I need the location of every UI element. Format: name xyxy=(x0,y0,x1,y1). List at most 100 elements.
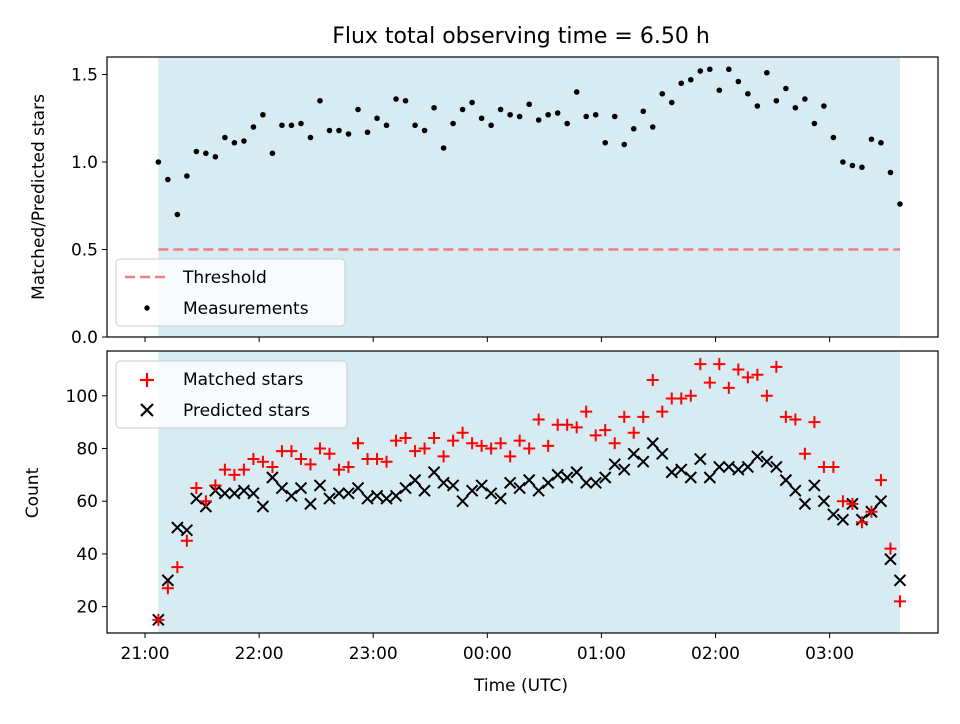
measurement-point xyxy=(849,162,856,169)
matched-point xyxy=(855,516,868,529)
legend-matched-label: Matched stars xyxy=(183,370,303,390)
chart-title: Flux total observing time = 6.50 h xyxy=(332,24,710,49)
measurement-point xyxy=(754,103,761,109)
measurement-point xyxy=(431,104,437,111)
predicted-point xyxy=(418,484,431,497)
matched-point xyxy=(722,381,735,394)
predicted-point xyxy=(294,481,308,495)
matched-point xyxy=(237,463,250,476)
matched-point xyxy=(418,442,431,455)
matched-point xyxy=(152,613,165,626)
matched-point xyxy=(798,447,811,460)
predicted-point xyxy=(732,463,745,476)
matched-point xyxy=(760,389,773,402)
measurement-point xyxy=(269,150,276,157)
matched-point xyxy=(342,460,355,473)
matched-point xyxy=(789,413,802,426)
measurement-points xyxy=(155,66,903,218)
bottom-y-ticks: 20 40 60 80 100 xyxy=(66,387,107,618)
bottom-legend[interactable]: Matched stars Predicted stars xyxy=(115,360,348,429)
predicted-point xyxy=(532,484,545,497)
measurement-point xyxy=(231,139,238,146)
measurement-point xyxy=(440,145,447,151)
x-tick-label: 22:00 xyxy=(235,644,284,664)
measurement-point xyxy=(535,117,542,123)
matched-point xyxy=(390,434,403,447)
measurement-point xyxy=(783,85,789,92)
bottom-y-axis-label: Count xyxy=(23,467,43,518)
predicted-point xyxy=(893,574,907,587)
predicted-point xyxy=(513,481,526,495)
predicted-point xyxy=(304,497,317,511)
matched-point xyxy=(199,495,212,508)
predicted-point xyxy=(332,487,346,500)
measurement-point xyxy=(412,122,418,129)
measurement-point xyxy=(830,134,837,141)
measurement-point xyxy=(203,150,209,157)
matched-point xyxy=(542,439,555,452)
measurement-point xyxy=(564,120,570,127)
matched-point xyxy=(190,482,203,495)
predicted-point xyxy=(599,471,612,484)
bottom-axes-frame xyxy=(106,350,939,634)
matched-point xyxy=(456,426,469,439)
predicted-point xyxy=(627,447,640,460)
measurement-point xyxy=(402,97,409,104)
matched-point xyxy=(627,426,640,439)
predicted-point xyxy=(884,552,897,566)
predicted-point xyxy=(665,466,678,479)
matched-point xyxy=(513,434,526,447)
matched-point xyxy=(494,437,507,450)
predicted-point xyxy=(285,489,298,503)
predicted-point xyxy=(218,487,232,500)
matched-point xyxy=(466,437,479,450)
measurement-point xyxy=(811,120,818,127)
measurement-point xyxy=(887,169,894,176)
matched-point xyxy=(589,429,602,442)
predicted-point xyxy=(228,487,241,500)
measurement-point xyxy=(649,124,656,130)
measurement-point xyxy=(174,211,181,218)
bottom-y-tick-label: 100 xyxy=(66,387,98,407)
legend-measurement-label: Measurements xyxy=(183,299,309,319)
measurement-point xyxy=(317,97,323,104)
measurement-point xyxy=(526,101,532,108)
measurement-point xyxy=(792,104,799,111)
measurement-point xyxy=(868,136,875,143)
measurement-point xyxy=(773,97,780,104)
matched-point xyxy=(637,410,650,423)
matched-point xyxy=(437,450,450,463)
predicted-point xyxy=(446,479,460,492)
measurement-point xyxy=(469,99,475,106)
measurement-point xyxy=(193,148,200,155)
predicted-point xyxy=(618,463,631,476)
x-axis-label: Time (UTC) xyxy=(473,676,568,696)
predicted-point xyxy=(389,489,403,503)
top-legend[interactable]: Threshold Measurements xyxy=(115,258,346,327)
bottom-y-tick-label: 20 xyxy=(76,598,98,618)
measurement-point xyxy=(697,68,704,74)
measurement-point xyxy=(802,96,808,102)
matched-point xyxy=(475,439,488,452)
matched-point xyxy=(304,458,317,471)
predicted-point xyxy=(437,476,450,489)
measurement-point xyxy=(478,115,485,122)
matched-point xyxy=(703,376,716,389)
predicted-point xyxy=(694,452,707,466)
measurement-point xyxy=(878,139,884,146)
matched-point xyxy=(247,453,260,466)
predicted-point xyxy=(836,513,850,526)
matched-point xyxy=(741,371,754,384)
top-y-tick-label: 1.5 xyxy=(71,66,98,86)
matched-point xyxy=(874,474,887,487)
matched-point xyxy=(732,363,745,376)
predicted-point xyxy=(713,460,726,474)
measurement-point xyxy=(668,99,675,106)
measurement-point xyxy=(421,127,428,134)
predicted-point xyxy=(827,508,840,521)
predicted-point xyxy=(551,468,564,482)
matched-point xyxy=(313,442,326,455)
matched-point xyxy=(836,495,849,508)
matched-point xyxy=(485,442,498,455)
matched-point xyxy=(523,442,536,455)
